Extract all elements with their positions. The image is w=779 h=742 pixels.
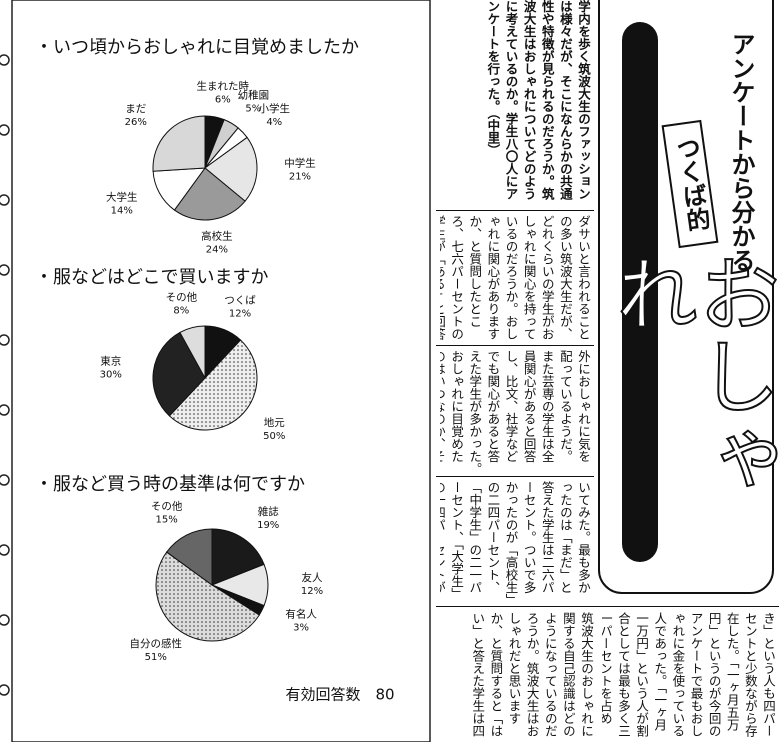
slice-value-label: 12%	[301, 586, 323, 597]
binding-holes	[0, 54, 10, 696]
slice-label: 雑誌	[258, 505, 279, 518]
black-bar	[622, 22, 658, 562]
article-column: いてみた。最も多かったのは「まだ」と答えた学生は二六パーセント。ついで多かったの…	[440, 481, 591, 600]
footnote: 有効回答数 80	[285, 686, 394, 704]
chart-title: ・いつ頃からおしゃれに目覚めましたか	[35, 37, 359, 58]
pie-slice	[204, 136, 258, 202]
slice-value-label: 26%	[125, 117, 147, 128]
pie-slice	[179, 325, 206, 379]
pie-slice	[152, 331, 206, 417]
slice-label: 自分の感性	[130, 637, 183, 650]
slice-value-label: 15%	[155, 515, 177, 526]
pie-slice	[152, 115, 206, 172]
title: おしゃれ	[601, 251, 779, 499]
slice-value-label: 8%	[173, 305, 189, 316]
slice-label: その他	[166, 290, 198, 303]
slice-value-label: 3%	[293, 622, 309, 633]
slice-label: 幼稚園	[238, 89, 270, 102]
article-column: 筑波大生のおしゃれに関する自己認識はどのようになっているのだろうか。筑波大生はお…	[470, 612, 594, 737]
title-box: アンケートから分かる つくば的 おしゃれ	[598, 0, 779, 594]
slice-value-label: 19%	[257, 520, 279, 531]
slice-label: 有名人	[285, 607, 317, 620]
chart-title: ・服などはどこで買いますか	[35, 267, 268, 288]
slice-value-label: 30%	[100, 369, 122, 380]
chart-title: ・服など買う時の基準は何ですか	[35, 474, 305, 495]
pie-slice	[211, 528, 265, 586]
slice-label: 生まれた時	[197, 79, 250, 92]
slice-value-label: 12%	[229, 308, 251, 319]
slice-value-label: 14%	[111, 206, 133, 217]
article-column: ダサいと言われることの多い筑波大生だが、どれくらいの学生がおしゃれに関心を持って…	[440, 215, 591, 340]
slice-label: 東京	[100, 354, 121, 367]
slice-label: まだ	[125, 103, 146, 115]
slice-label: 高校生	[201, 229, 233, 242]
pie-slice	[165, 528, 213, 586]
slice-label: その他	[151, 500, 183, 513]
rule	[436, 345, 594, 346]
slice-value-label: 50%	[263, 431, 285, 442]
slice-label: 友人	[302, 571, 323, 584]
pie-slice	[173, 167, 246, 221]
slice-texture	[155, 552, 260, 642]
rule	[436, 606, 779, 607]
slice-label: つくば	[224, 294, 256, 306]
article-column: 外におしゃれに気を配っているようだ。また芸専の学生は全員関心があると回答し、比文…	[440, 350, 591, 470]
article-column: き」という人も四パーセントと少数ながら存在した。「一ヶ月五万円」というのが今回の…	[602, 612, 776, 737]
slice-value-label: 6%	[215, 94, 231, 105]
slice-label: 地元	[264, 416, 285, 429]
slice-value-label: 5%	[245, 104, 261, 115]
rule	[436, 210, 594, 211]
slice-value-label: 4%	[266, 117, 282, 128]
heading: アンケートから分かる	[727, 32, 755, 272]
slice-label: 大学生	[106, 191, 138, 204]
slice-label: 小学生	[259, 102, 291, 115]
rule	[436, 476, 594, 477]
lead: 学内を歩く筑波大生のファッションは様々だが、そこになんらかの共通性や特徴が見られ…	[485, 0, 591, 200]
slice-label: 中学生	[284, 156, 316, 169]
slice-value-label: 24%	[206, 244, 228, 255]
slice-value-label: 51%	[145, 652, 167, 663]
slice-value-label: 21%	[289, 171, 311, 182]
slice-texture	[169, 340, 257, 430]
